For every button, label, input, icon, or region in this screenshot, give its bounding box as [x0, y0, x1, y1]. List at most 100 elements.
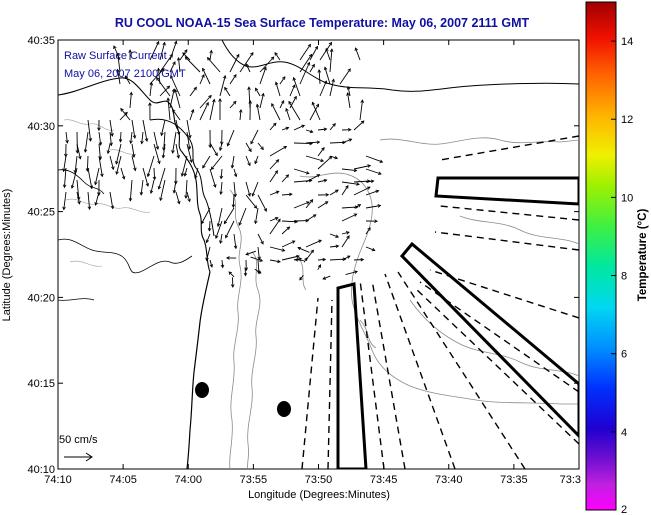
current-vector [275, 82, 281, 97]
colorbar-tick-label: 6 [621, 349, 627, 361]
current-vector-head [254, 220, 258, 225]
current-vector [95, 191, 100, 206]
current-vector-head [231, 204, 236, 209]
current-vector-head [334, 155, 339, 160]
current-vector [254, 207, 259, 224]
current-vector-head [335, 244, 340, 249]
current-vector-head [323, 178, 328, 183]
current-vector [297, 247, 310, 253]
current-vector [159, 179, 166, 201]
current-vector [181, 155, 188, 177]
current-vector-head [354, 47, 358, 51]
current-vector-head [133, 167, 137, 172]
current-vector [329, 233, 339, 238]
current-vector-head [259, 258, 264, 262]
current-vector [220, 168, 223, 179]
x-tick-label: 73:50 [305, 474, 333, 486]
current-vector-head [176, 154, 180, 159]
current-vector-head [187, 134, 192, 139]
current-vector-head [213, 184, 217, 188]
current-vector-head [253, 205, 258, 209]
current-vector [281, 127, 289, 131]
current-vector-head [210, 166, 215, 171]
current-vector [206, 246, 211, 261]
current-vector-head [356, 182, 360, 186]
current-vector-head [257, 270, 262, 274]
current-vector-head [345, 231, 350, 235]
current-vector-head [342, 257, 347, 262]
current-vector [293, 201, 310, 209]
current-vector [87, 167, 93, 189]
x-tick-label: 73:3 [560, 474, 581, 486]
current-vector [259, 67, 267, 85]
current-vector-head [94, 181, 98, 186]
current-vector [199, 95, 212, 109]
current-vector [305, 155, 324, 162]
current-vector-head [149, 190, 154, 195]
current-vector [63, 167, 67, 188]
current-vector [120, 108, 131, 121]
current-vector-head [254, 160, 258, 165]
current-vector-head [223, 220, 228, 225]
current-vector-head [285, 126, 290, 131]
current-vector-head [236, 53, 240, 58]
current-vector-head [201, 74, 205, 78]
current-vector [329, 49, 333, 73]
current-vector [109, 155, 114, 170]
current-vector-head [247, 162, 251, 167]
current-vector-head [215, 235, 219, 239]
current-vector-head [230, 284, 235, 288]
current-vector [269, 217, 279, 222]
current-vector [231, 155, 235, 168]
y-tick-label: 40:25 [27, 207, 55, 219]
current-vector-head [124, 75, 129, 80]
current-vector [256, 104, 261, 121]
current-vector-head [274, 81, 279, 86]
current-vector-head [311, 63, 315, 68]
current-vector [186, 191, 191, 202]
current-vector [124, 75, 131, 85]
current-vector [120, 167, 125, 180]
map-layer [58, 40, 579, 469]
current-vector [279, 100, 285, 109]
current-vector [76, 143, 81, 159]
colorbar-label: Temperature (°C) [637, 209, 649, 302]
current-vector-head [139, 191, 144, 196]
current-vector-head [219, 147, 223, 152]
current-vector-head [180, 173, 185, 177]
current-vector [341, 235, 350, 248]
current-vector [141, 131, 144, 144]
current-vector-head [182, 52, 186, 56]
y-tick-label: 40:30 [27, 121, 55, 133]
current-vector-head [261, 92, 265, 97]
current-vector [254, 155, 259, 164]
current-vector [285, 108, 291, 121]
current-vector [207, 57, 221, 73]
current-vector [63, 191, 67, 210]
current-vector [269, 122, 277, 131]
current-vector-head [374, 219, 378, 223]
x-tick-label: 74:05 [109, 474, 137, 486]
current-vector-head [370, 179, 375, 184]
current-vector-head [109, 142, 113, 147]
current-vector [209, 99, 215, 121]
current-vector [159, 85, 170, 97]
current-vector [169, 61, 176, 73]
current-vector-head [353, 213, 358, 217]
current-vector-head [260, 240, 264, 245]
current-vector-head [174, 88, 178, 93]
current-vector-head [172, 108, 176, 113]
current-vector-head [285, 174, 290, 178]
current-vector-head [375, 189, 380, 194]
current-vector-head [377, 204, 382, 208]
current-vector [347, 92, 351, 109]
current-vector [169, 89, 175, 109]
scale-label: 50 cm/s [59, 434, 98, 446]
current-vector-head [320, 158, 325, 163]
x-tick-label: 73:35 [500, 474, 528, 486]
current-vector-head [347, 128, 352, 132]
current-vector-head [129, 140, 133, 145]
current-vector-head [291, 240, 296, 244]
current-vector [149, 68, 165, 85]
current-vector [319, 80, 327, 97]
